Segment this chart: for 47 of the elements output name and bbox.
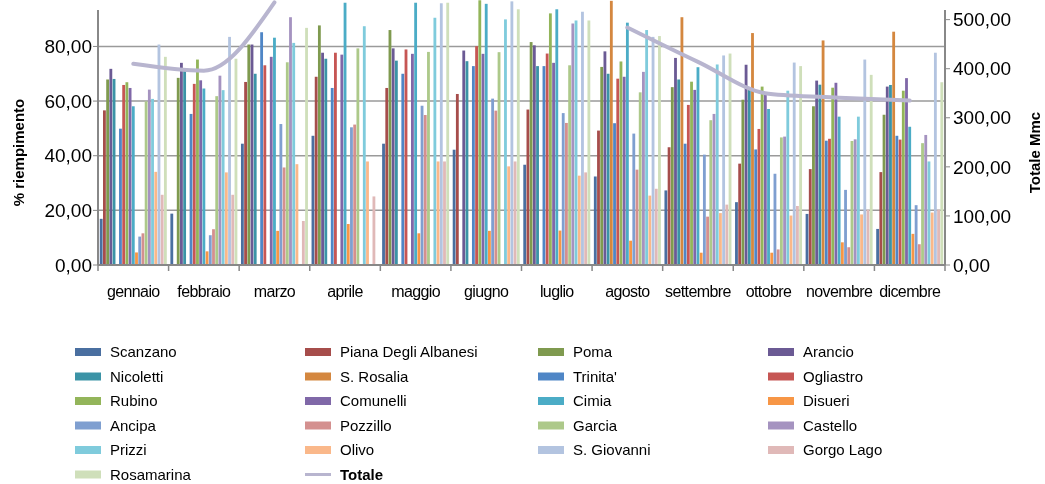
x-tick-label: ottobre: [745, 283, 793, 300]
legend-label: Poma: [573, 343, 613, 361]
x-tick-label: dicembre: [879, 283, 941, 300]
legend-label: Totale: [340, 465, 384, 483]
x-tick-label: maggio: [391, 283, 441, 300]
legend-label: Garcia: [573, 416, 618, 434]
legend-label: Trinita': [573, 367, 618, 385]
legend-label: Cimia: [573, 392, 612, 410]
y2-tick-label: 400,00: [953, 58, 1012, 80]
legend-label: Disueri: [803, 392, 850, 410]
legend-label: S. Giovanni: [573, 441, 651, 459]
legend-label: S. Rosalia: [340, 367, 410, 385]
legend-label: Gorgo Lago: [803, 441, 883, 459]
legend-label: Rubino: [110, 392, 158, 410]
y2-tick-label: 200,00: [953, 156, 1012, 178]
legend-label: Ancipa: [110, 416, 157, 434]
x-tick-label: settembre: [665, 283, 732, 300]
y-axis-title: % riempimento: [10, 98, 27, 207]
legend-label: Ogliastro: [803, 367, 864, 385]
x-tick-label: agosto: [605, 283, 651, 300]
legend-label: Nicoletti: [110, 367, 164, 385]
x-tick-label: gennaio: [106, 283, 161, 300]
y2-tick-label: 0,00: [953, 254, 990, 276]
legend-label: Piana Degli Albanesi: [340, 343, 478, 361]
x-tick-label: marzo: [253, 283, 296, 300]
legend-label: Olivo: [340, 441, 375, 459]
x-tick-label: luglio: [539, 283, 575, 300]
legend-label: Castello: [803, 416, 858, 434]
legend-label: Comunelli: [340, 392, 407, 410]
legend-label: Rosamarina: [110, 465, 192, 483]
legend-label: Arancio: [803, 343, 854, 361]
y2-tick-label: 300,00: [953, 107, 1012, 129]
y-tick-label: 80,00: [44, 36, 92, 58]
x-tick-label: febbraio: [177, 283, 232, 300]
x-tick-label: aprile: [327, 283, 364, 300]
y-tick-label: 20,00: [44, 200, 92, 222]
legend-label: Scanzano: [110, 343, 177, 361]
x-tick-label: novembre: [805, 283, 873, 300]
y2-axis-title: Totale Mmc: [1026, 111, 1043, 194]
y-tick-label: 40,00: [44, 145, 92, 167]
y-tick-label: 0,00: [55, 254, 92, 276]
legend-label: Pozzillo: [340, 416, 392, 434]
y2-tick-label: 500,00: [953, 9, 1012, 31]
y2-tick-label: 100,00: [953, 205, 1012, 227]
y-tick-label: 60,00: [44, 90, 92, 112]
x-tick-label: giugno: [463, 283, 510, 300]
legend-label: Prizzi: [110, 441, 147, 459]
